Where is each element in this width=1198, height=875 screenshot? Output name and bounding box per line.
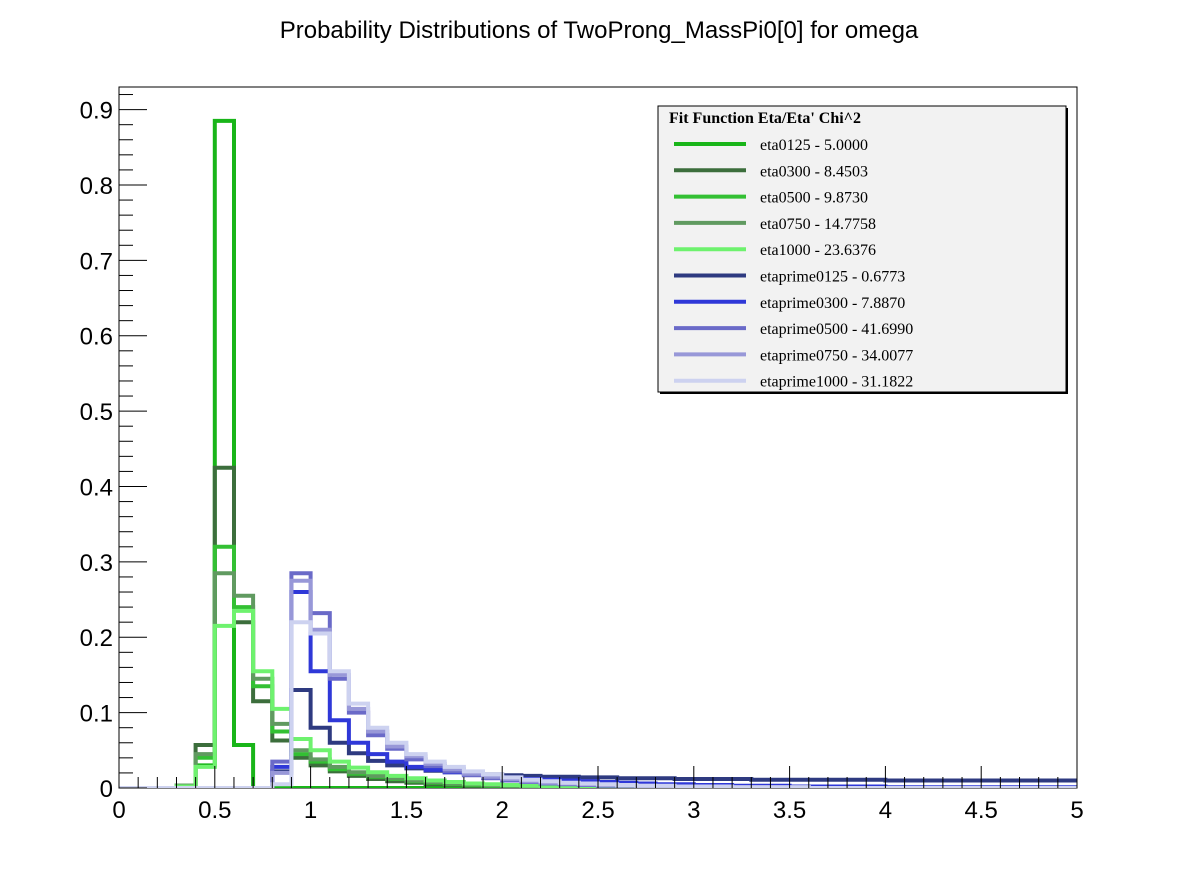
y-tick-label: 0.8 xyxy=(80,173,113,200)
legend-label-etaprime0125: etaprime0125 - 0.6773 xyxy=(760,269,905,286)
chart-title: Probability Distributions of TwoProng_Ma… xyxy=(280,17,919,44)
x-tick-label: 4.5 xyxy=(965,797,998,824)
y-tick-label: 0.1 xyxy=(80,701,113,728)
y-tick-label: 0 xyxy=(100,776,113,803)
x-tick-label: 1 xyxy=(304,797,317,824)
legend-label-etaprime0500: etaprime0500 - 41.6990 xyxy=(760,321,913,338)
legend-label-eta0500: eta0500 - 9.8730 xyxy=(760,190,868,207)
legend-label-etaprime0750: etaprime0750 - 34.0077 xyxy=(760,347,913,364)
series-eta0125 xyxy=(119,118,1077,788)
y-tick-label: 0.6 xyxy=(80,324,113,351)
legend-label-eta0750: eta0750 - 14.7758 xyxy=(760,216,876,233)
legend-label-eta0300: eta0300 - 8.4503 xyxy=(760,163,868,180)
legend-label-etaprime0300: etaprime0300 - 7.8870 xyxy=(760,295,905,312)
x-tick-label: 5 xyxy=(1070,797,1083,824)
x-tick-label: 0 xyxy=(112,797,125,824)
x-tick-label: 2 xyxy=(496,797,509,824)
y-tick-label: 0.5 xyxy=(80,399,113,426)
y-tick-label: 0.7 xyxy=(80,248,113,275)
legend-title: Fit Function Eta/Eta' Chi^2 xyxy=(669,110,861,127)
y-tick-label: 0.9 xyxy=(80,98,113,125)
y-tick-label: 0.3 xyxy=(80,550,113,577)
x-tick-label: 3 xyxy=(687,797,700,824)
legend-label-eta0125: eta0125 - 5.0000 xyxy=(760,137,868,154)
x-tick-label: 3.5 xyxy=(773,797,806,824)
y-tick-label: 0.2 xyxy=(80,625,113,652)
x-tick-label: 0.5 xyxy=(198,797,231,824)
legend-label-etaprime1000: etaprime1000 - 31.1822 xyxy=(760,374,913,391)
x-tick-label: 1.5 xyxy=(390,797,423,824)
axes: 0 0.5 1 1.5 2 2.5 3 3.5 4 4.5 5 0 0.1 0.2 0.3 0.4 0.5 0.6… xyxy=(80,94,1084,824)
y-tick-label: 0.4 xyxy=(80,474,113,501)
x-tick-label: 4 xyxy=(879,797,892,824)
x-tick-label: 2.5 xyxy=(581,797,614,824)
legend: Fit Function Eta/Eta' Chi^2 eta0125 - 5.0… xyxy=(657,105,1068,394)
legend-label-eta1000: eta1000 - 23.6376 xyxy=(760,242,876,259)
